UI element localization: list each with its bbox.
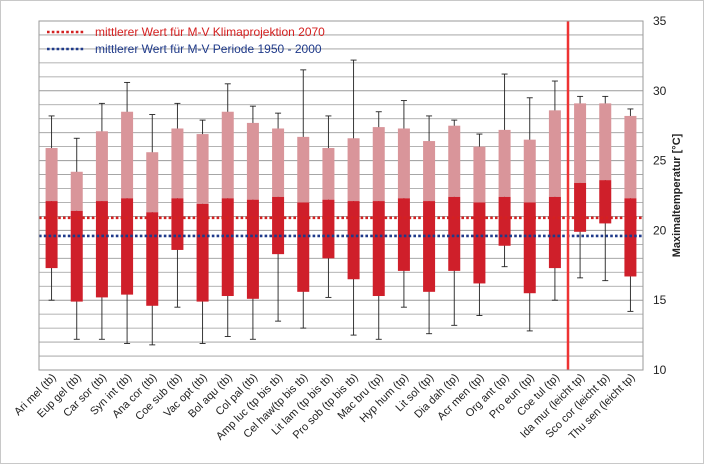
box-upper-half	[498, 129, 511, 197]
box-upper-half	[473, 146, 486, 203]
box-upper-half	[624, 115, 637, 199]
box-lower-half	[548, 196, 561, 269]
box-upper-half	[397, 128, 410, 199]
box-lower-half	[448, 196, 461, 271]
box-upper-half	[372, 127, 385, 202]
box-lower-half	[297, 202, 310, 292]
box-lower-half	[171, 198, 184, 250]
box-lower-half	[45, 201, 58, 269]
y-tick-label: 25	[653, 154, 667, 168]
box-upper-half	[599, 103, 612, 181]
box-lower-half	[70, 210, 83, 302]
box-lower-half	[473, 202, 486, 284]
box-item	[272, 112, 285, 322]
box-lower-half	[397, 198, 410, 271]
box-item	[322, 115, 335, 298]
reference-lines	[39, 21, 643, 370]
box-upper-half	[121, 111, 134, 199]
box-upper-half	[146, 152, 159, 213]
box-upper-half	[246, 122, 259, 200]
box-lower-half	[347, 201, 360, 280]
box-lower-half	[246, 199, 259, 299]
box-item	[95, 102, 108, 340]
box-upper-half	[448, 125, 461, 197]
legend-label: mittlerer Wert für M-V Klimaprojektion 2…	[95, 25, 325, 39]
box-upper-half	[574, 103, 587, 183]
box-item	[498, 73, 511, 268]
y-tick-label: 30	[653, 84, 667, 98]
box-lower-half	[574, 182, 587, 232]
box-upper-half	[171, 128, 184, 199]
box-item	[423, 115, 436, 335]
box-upper-half	[196, 134, 209, 204]
box-item	[574, 95, 587, 279]
box-upper-half	[297, 136, 310, 203]
box-lower-half	[624, 198, 637, 277]
box-item	[523, 97, 536, 332]
box-upper-half	[70, 171, 83, 211]
box-item	[372, 111, 385, 340]
box-upper-half	[347, 138, 360, 202]
box-upper-half	[221, 111, 234, 199]
box-lower-half	[599, 180, 612, 224]
box-upper-half	[45, 148, 58, 202]
y-axis-title: Maximaltemperatur [°C]	[671, 133, 683, 257]
box-lower-half	[322, 199, 335, 259]
box-lower-half	[272, 196, 285, 255]
plot-border	[38, 20, 644, 371]
box-upper-half	[322, 148, 335, 200]
box-lower-half	[196, 203, 209, 302]
box-item	[121, 81, 134, 344]
box-upper-half	[548, 110, 561, 197]
box-item	[221, 83, 234, 337]
grid-lines	[39, 20, 643, 371]
box-lower-half	[523, 202, 536, 294]
y-tick-label: 15	[653, 293, 667, 307]
box-lower-half	[372, 201, 385, 297]
legend-label: mittlerer Wert für M-V Periode 1950 - 20…	[95, 42, 322, 56]
box-lower-half	[423, 201, 436, 292]
box-lower-half	[121, 198, 134, 295]
box-upper-half	[423, 141, 436, 202]
y-tick-label: 10	[653, 363, 667, 377]
box-item	[70, 137, 83, 340]
box-item	[196, 119, 209, 344]
box-upper-half	[272, 128, 285, 197]
box-lower-half	[95, 201, 108, 298]
box-item	[624, 108, 637, 312]
legend: mittlerer Wert für M-V Klimaprojektion 2…	[47, 25, 325, 56]
box-lower-half	[498, 196, 511, 246]
box-item	[146, 114, 159, 346]
box-item	[473, 133, 486, 317]
box-item	[448, 119, 461, 326]
box-item	[599, 95, 612, 282]
box-item	[347, 59, 360, 336]
y-tick-label: 20	[653, 223, 667, 237]
box-item	[297, 69, 310, 329]
box-item	[548, 80, 561, 301]
box-item	[171, 102, 184, 308]
box-item	[246, 105, 259, 340]
box-series	[45, 59, 637, 346]
box-lower-half	[146, 212, 159, 306]
box-item	[397, 100, 410, 308]
box-lower-half	[221, 198, 234, 297]
box-upper-half	[95, 131, 108, 202]
box-upper-half	[523, 139, 536, 203]
y-tick-label: 35	[653, 14, 667, 28]
